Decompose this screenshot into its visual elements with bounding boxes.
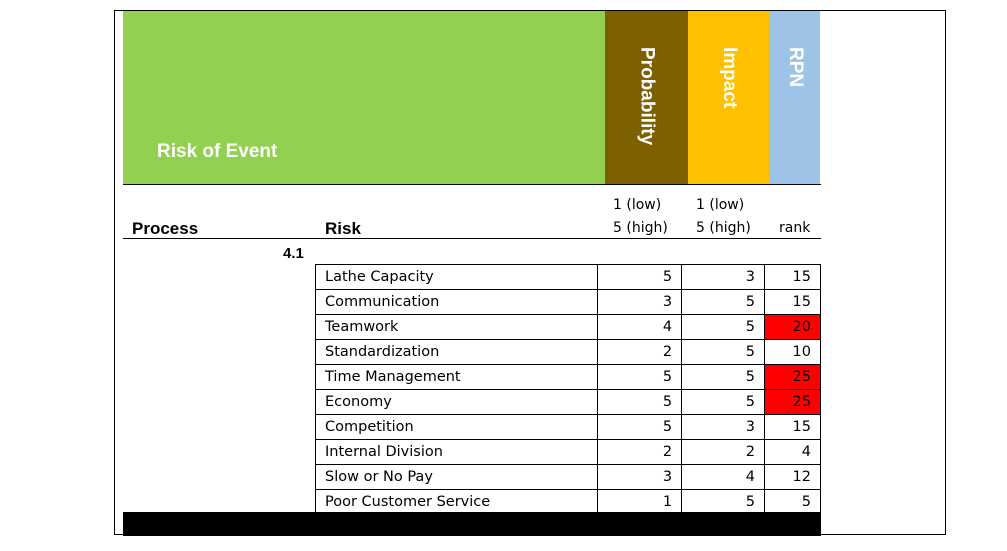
- risk-name-cell: Communication: [314, 289, 599, 315]
- impact-cell: 5: [681, 364, 765, 390]
- impact-scale-high: 5 (high): [696, 220, 751, 236]
- rpn-cell: 4: [763, 439, 822, 465]
- probability-cell: 5: [597, 364, 683, 390]
- risk-name-cell: Competition: [314, 414, 599, 440]
- rpn-cell: 15: [763, 414, 822, 440]
- subheader-divider: [123, 238, 821, 239]
- impact-cell: 3: [681, 414, 765, 440]
- rank-label: rank: [779, 220, 811, 236]
- risk-of-event-header: [123, 11, 605, 184]
- impact-header-label: Impact: [719, 47, 740, 109]
- table-row: Lathe Capacity 5 3 15: [314, 264, 822, 290]
- probability-header-label: Probability: [636, 47, 658, 146]
- probability-cell: 4: [597, 314, 683, 340]
- table-row: Time Management 5 5 25: [314, 364, 822, 390]
- probability-cell: 5: [597, 414, 683, 440]
- table-row: Competition 5 3 15: [314, 414, 822, 440]
- probability-cell: 2: [597, 339, 683, 365]
- impact-header: Impact: [688, 11, 770, 184]
- risk-name-cell: Internal Division: [314, 439, 599, 465]
- rpn-cell: 15: [763, 289, 822, 315]
- risk-name-cell: Standardization: [314, 339, 599, 365]
- probability-cell: 5: [597, 389, 683, 415]
- rpn-header-label: RPN: [785, 47, 806, 88]
- table-row: Teamwork 4 5 20: [314, 314, 822, 340]
- section-number: 4.1: [283, 245, 304, 262]
- rpn-cell: 15: [763, 264, 822, 290]
- risk-name-cell: Poor Customer Service: [314, 489, 599, 515]
- risk-name-cell: Slow or No Pay: [314, 464, 599, 490]
- table-row: Economy 5 5 25: [314, 389, 822, 415]
- impact-cell: 2: [681, 439, 765, 465]
- rpn-cell: 12: [763, 464, 822, 490]
- risk-column-label: Risk: [325, 219, 361, 238]
- risk-name-cell: Lathe Capacity: [314, 264, 599, 290]
- risk-name-cell: Teamwork: [314, 314, 599, 340]
- table-row: Poor Customer Service 1 5 5: [314, 489, 822, 515]
- impact-cell: 3: [681, 264, 765, 290]
- rpn-cell: 10: [763, 339, 822, 365]
- probability-scale-high: 5 (high): [613, 220, 668, 236]
- probability-cell: 5: [597, 264, 683, 290]
- process-column-label: Process: [132, 219, 199, 238]
- impact-scale-low: 1 (low): [696, 197, 745, 213]
- table-row: Standardization 2 5 10: [314, 339, 822, 365]
- header-divider: [123, 184, 821, 185]
- impact-cell: 5: [681, 289, 765, 315]
- probability-header: Probability: [605, 11, 688, 184]
- probability-cell: 2: [597, 439, 683, 465]
- rpn-cell: 5: [763, 489, 822, 515]
- table-row: Slow or No Pay 3 4 12: [314, 464, 822, 490]
- risk-name-cell: Economy: [314, 389, 599, 415]
- impact-cell: 5: [681, 489, 765, 515]
- table-row: Communication 3 5 15: [314, 289, 822, 315]
- rpn-cell: 25: [763, 364, 822, 390]
- impact-cell: 5: [681, 314, 765, 340]
- header-title: Risk of Event: [157, 141, 278, 162]
- rpn-cell: 25: [763, 389, 822, 415]
- risk-table: Lathe Capacity 5 3 15 Communication 3 5 15 Teamw…: [314, 264, 822, 515]
- rpn-header: RPN: [770, 11, 820, 184]
- risk-name-cell: Time Management: [314, 364, 599, 390]
- table-row: Internal Division 2 2 4: [314, 439, 822, 465]
- impact-cell: 5: [681, 389, 765, 415]
- rpn-cell: 20: [763, 314, 822, 340]
- probability-scale-low: 1 (low): [613, 197, 662, 213]
- probability-cell: 3: [597, 289, 683, 315]
- probability-cell: 1: [597, 489, 683, 515]
- footer-bar: [123, 512, 821, 536]
- impact-cell: 5: [681, 339, 765, 365]
- impact-cell: 4: [681, 464, 765, 490]
- probability-cell: 3: [597, 464, 683, 490]
